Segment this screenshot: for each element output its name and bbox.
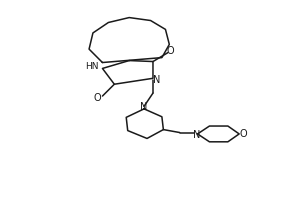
Text: N: N — [153, 75, 161, 85]
Text: O: O — [167, 46, 175, 56]
Text: N: N — [140, 102, 147, 112]
Text: O: O — [240, 129, 248, 139]
Text: O: O — [93, 93, 101, 103]
Text: HN: HN — [85, 62, 99, 71]
Text: N: N — [193, 130, 201, 140]
